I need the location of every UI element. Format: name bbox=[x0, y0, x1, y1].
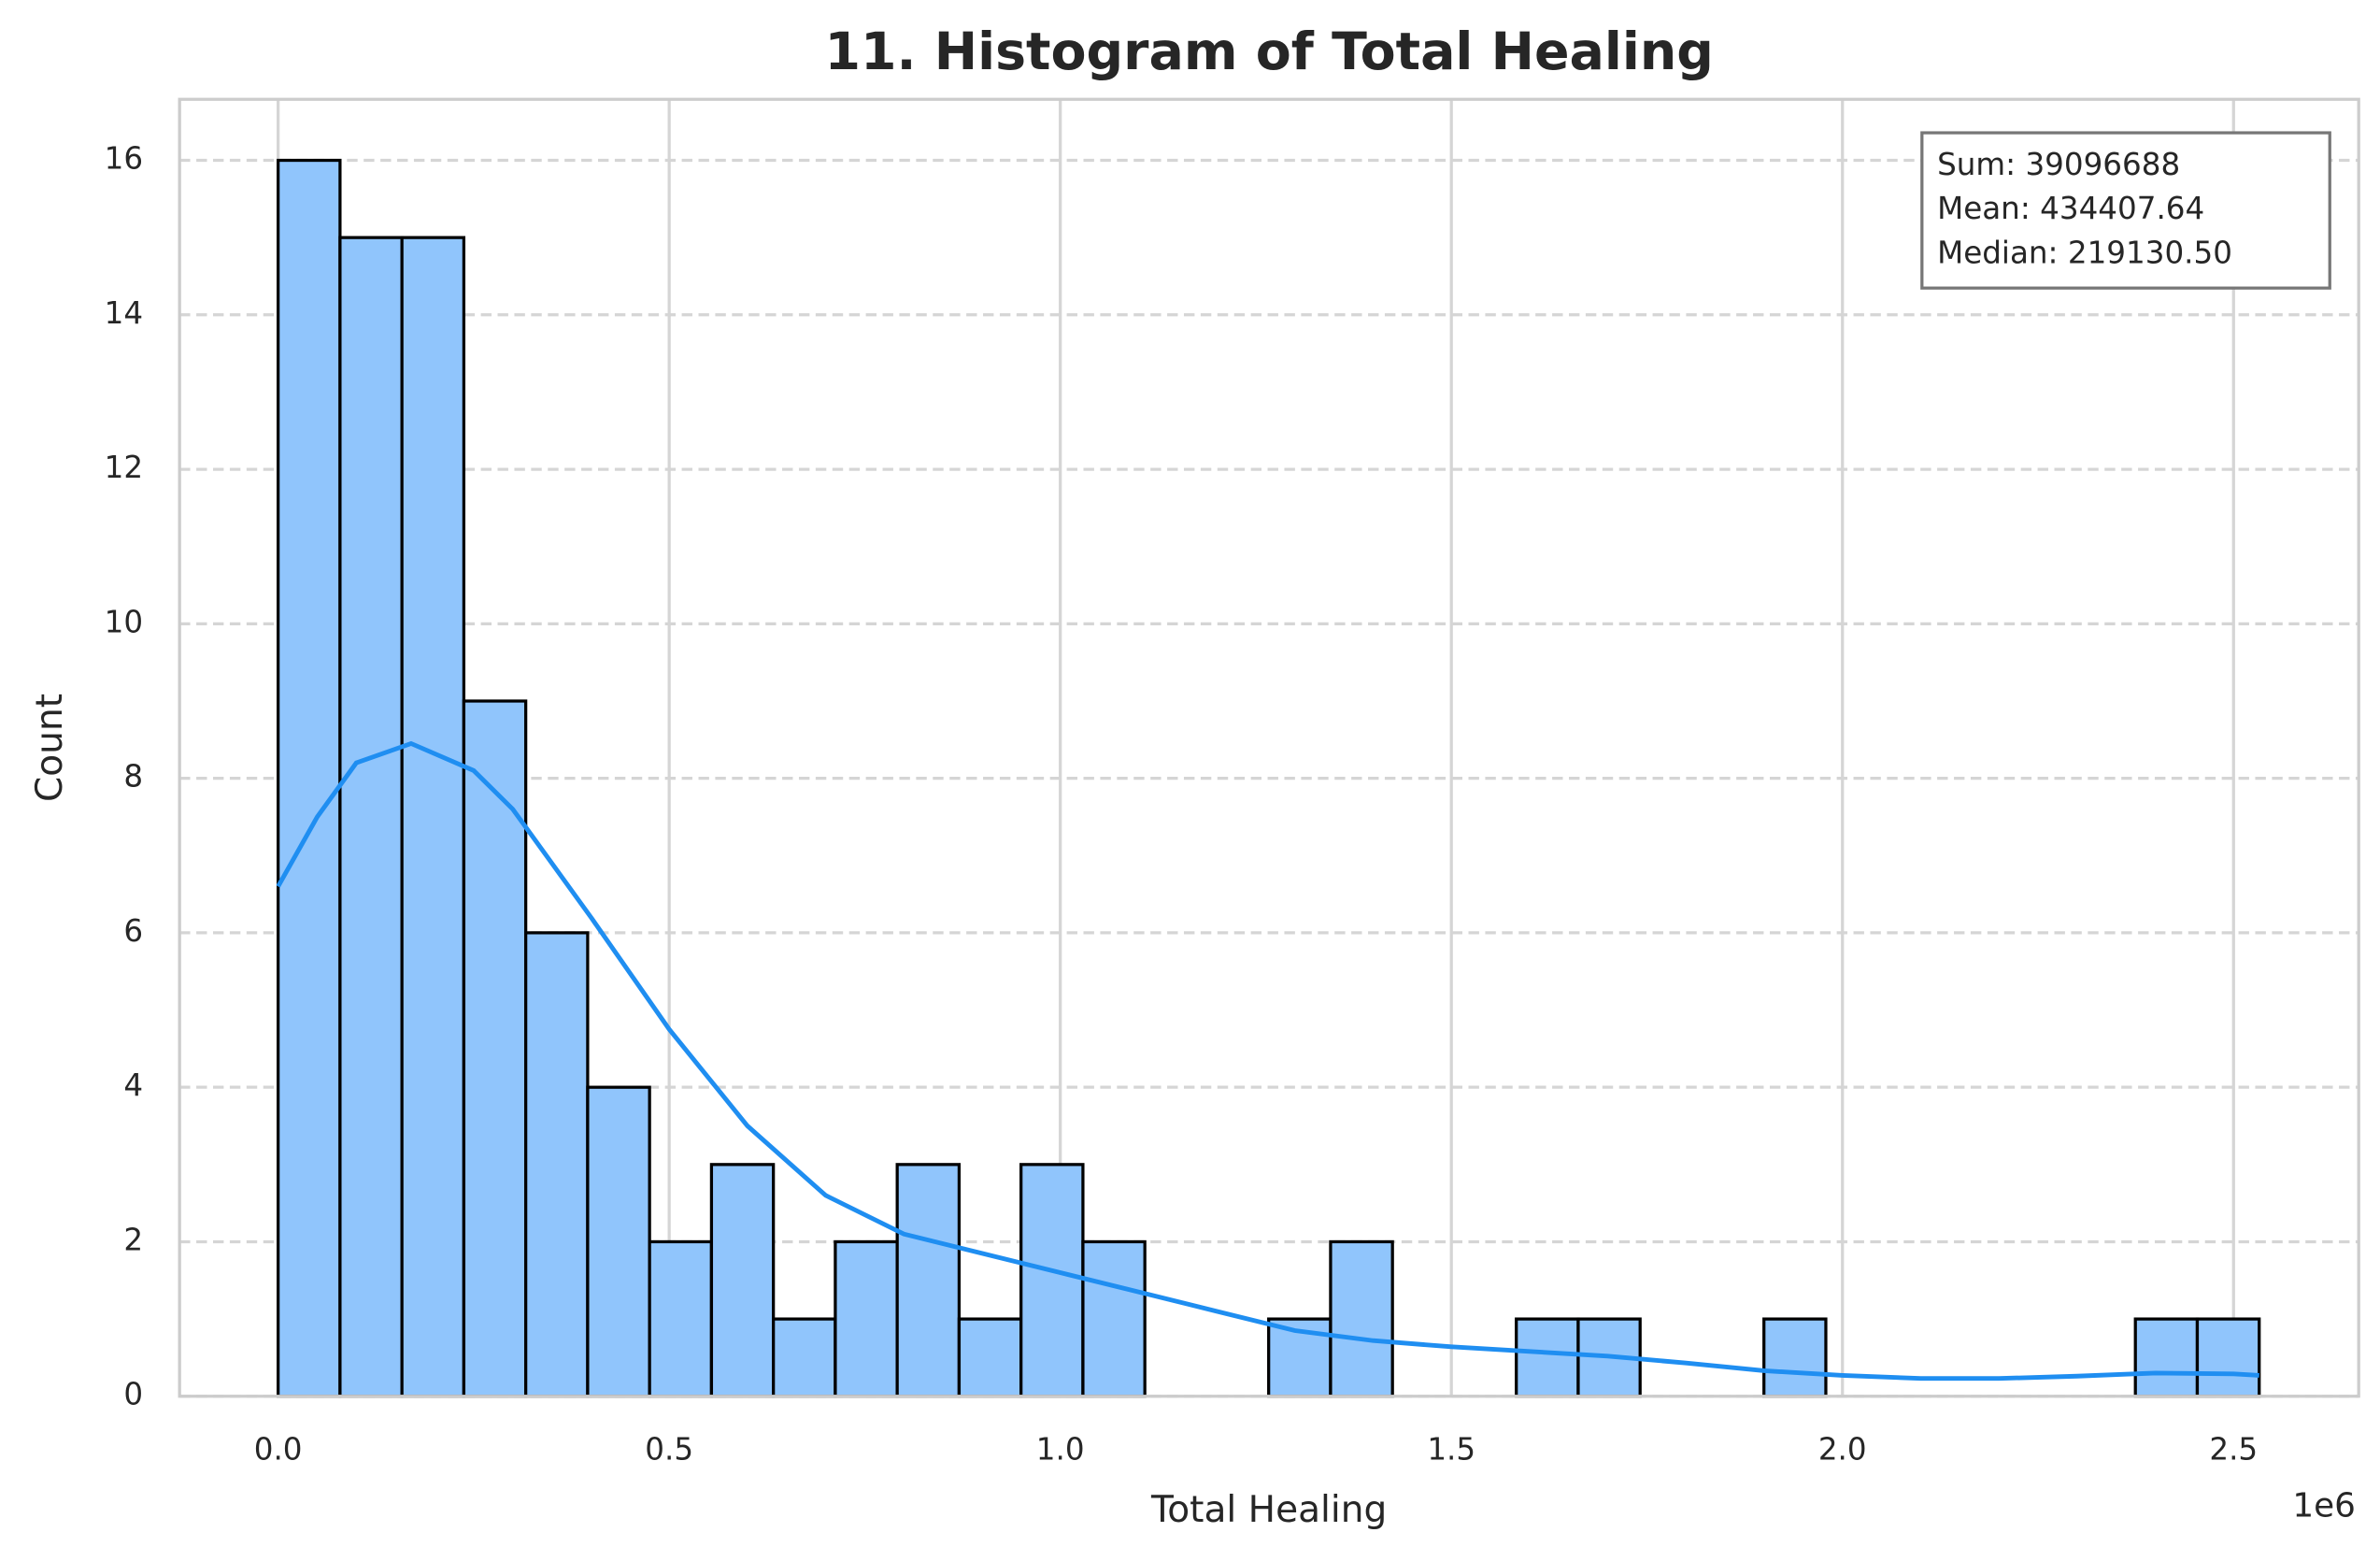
bar bbox=[1329, 1239, 1394, 1398]
grid bbox=[179, 99, 2359, 1398]
marks bbox=[276, 158, 2261, 1398]
x-axis-label: Total Healing bbox=[1150, 1489, 1387, 1531]
stats-box bbox=[1920, 131, 2331, 290]
x-tick-label: 2.0 bbox=[1818, 1431, 1867, 1467]
bar bbox=[772, 1317, 837, 1398]
kde-line bbox=[276, 740, 2259, 1382]
bar bbox=[524, 931, 590, 1398]
bar bbox=[1762, 1317, 1828, 1398]
bar bbox=[2195, 1317, 2261, 1398]
bar bbox=[400, 236, 466, 1398]
bar bbox=[277, 158, 342, 1398]
y-tick-label: 2 bbox=[123, 1222, 143, 1257]
bar bbox=[957, 1317, 1023, 1398]
bar bbox=[895, 1163, 962, 1398]
bar bbox=[1081, 1239, 1147, 1398]
y-tick-label: 8 bbox=[123, 759, 143, 795]
stats-text: Mean: 434407.64 bbox=[1937, 191, 2204, 226]
bar bbox=[834, 1239, 899, 1398]
bar bbox=[462, 699, 528, 1398]
bar bbox=[709, 1163, 776, 1398]
y-tick-label: 12 bbox=[105, 450, 143, 485]
bar bbox=[1019, 1163, 1085, 1398]
y-tick-label: 4 bbox=[123, 1067, 143, 1103]
y-tick-label: 0 bbox=[123, 1377, 143, 1412]
stats-text: Median: 219130.50 bbox=[1937, 235, 2232, 270]
x-tick-label: 0.5 bbox=[645, 1431, 693, 1467]
x-tick-label: 0.0 bbox=[254, 1431, 303, 1467]
bar bbox=[2133, 1317, 2200, 1398]
plot-frame bbox=[178, 97, 2360, 1398]
y-axis-label: Count bbox=[29, 694, 71, 802]
x-offset-label: 1e6 bbox=[2292, 1487, 2356, 1525]
y-tick-label: 10 bbox=[105, 604, 143, 639]
bar bbox=[586, 1085, 651, 1398]
y-tick-label: 14 bbox=[105, 295, 143, 331]
x-tick-label: 1.5 bbox=[1427, 1431, 1475, 1467]
bar bbox=[648, 1239, 714, 1398]
x-tick-label: 1.0 bbox=[1036, 1431, 1085, 1467]
y-tick-label: 16 bbox=[105, 141, 143, 177]
chart-title: 11. Histogram of Total Healing bbox=[824, 22, 1713, 82]
x-tick-label: 2.5 bbox=[2209, 1431, 2258, 1467]
y-tick-label: 6 bbox=[123, 913, 143, 949]
bar bbox=[338, 236, 404, 1398]
bar bbox=[1515, 1317, 1580, 1398]
stats-text: Sum: 39096688 bbox=[1937, 147, 2180, 182]
